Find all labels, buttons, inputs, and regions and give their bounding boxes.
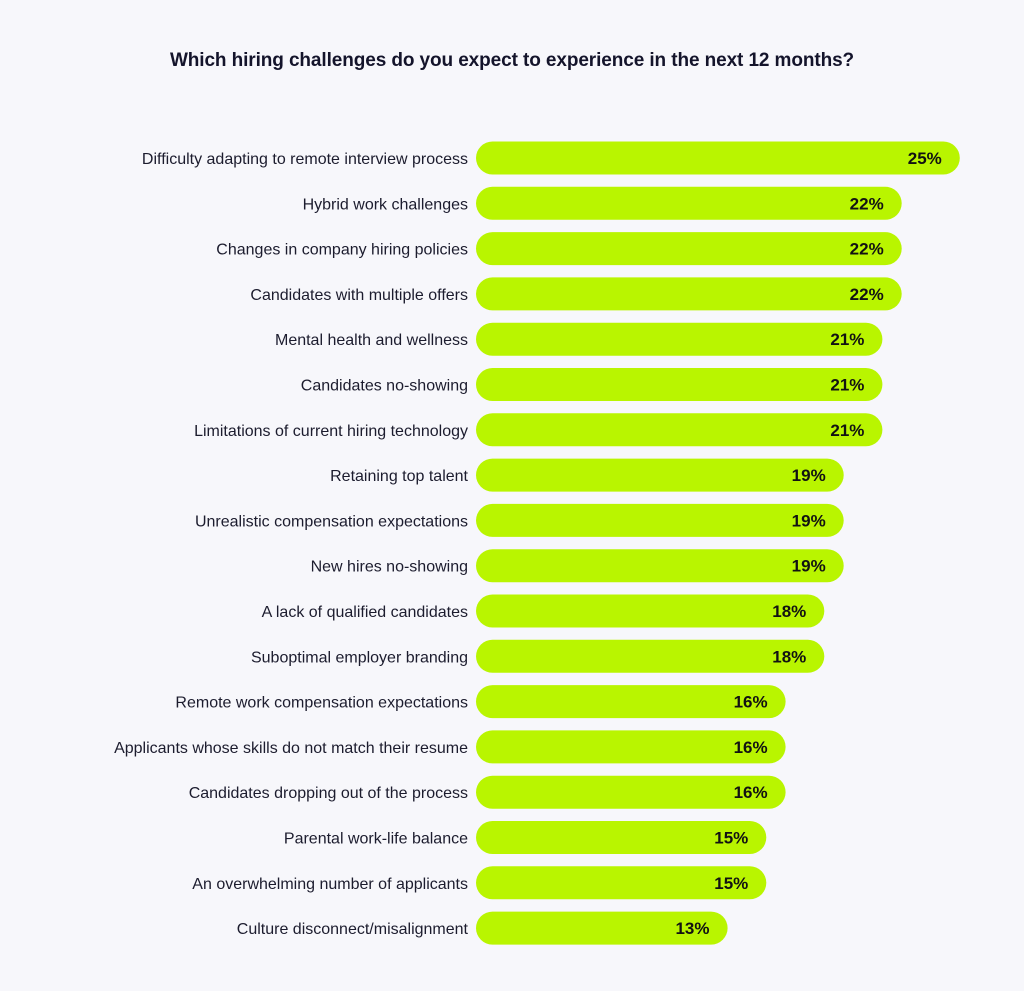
bar bbox=[476, 458, 844, 492]
category-label: Candidates dropping out of the process bbox=[189, 785, 468, 802]
value-label: 22% bbox=[850, 194, 884, 213]
bar bbox=[476, 775, 786, 809]
category-label: Parental work-life balance bbox=[284, 831, 468, 848]
category-label: A lack of qualified candidates bbox=[262, 604, 468, 621]
value-label: 22% bbox=[850, 285, 884, 304]
category-label: Unrealistic compensation expectations bbox=[195, 513, 468, 530]
value-label: 21% bbox=[830, 421, 864, 440]
bar bbox=[476, 322, 883, 356]
category-label: Limitations of current hiring technology bbox=[194, 423, 468, 440]
value-label: 19% bbox=[792, 511, 826, 530]
bar bbox=[476, 730, 786, 764]
value-label: 16% bbox=[734, 693, 768, 712]
category-label: New hires no-showing bbox=[311, 559, 468, 576]
category-label: An overwhelming number of applicants bbox=[192, 876, 468, 893]
value-label: 13% bbox=[675, 919, 709, 938]
category-label: Remote work compensation expectations bbox=[175, 695, 468, 712]
value-label: 16% bbox=[734, 738, 768, 757]
value-label: 21% bbox=[830, 330, 864, 349]
bar bbox=[476, 232, 902, 266]
bar bbox=[476, 911, 728, 945]
value-label: 22% bbox=[850, 240, 884, 259]
bar bbox=[476, 413, 883, 447]
value-label: 18% bbox=[772, 602, 806, 621]
category-label: Candidates no-showing bbox=[301, 378, 468, 395]
category-label: Hybrid work challenges bbox=[303, 196, 468, 213]
bar bbox=[476, 685, 786, 719]
value-label: 15% bbox=[714, 874, 748, 893]
bar bbox=[476, 368, 883, 401]
value-label: 16% bbox=[734, 783, 768, 802]
value-label: 21% bbox=[830, 376, 864, 395]
category-label: Changes in company hiring policies bbox=[216, 242, 468, 259]
bar bbox=[476, 549, 844, 583]
category-label: Difficulty adapting to remote interview … bbox=[142, 151, 468, 168]
chart-title: Which hiring challenges do you expect to… bbox=[169, 50, 855, 71]
bar bbox=[476, 639, 825, 673]
value-label: 15% bbox=[714, 829, 748, 848]
bars-layer: Difficulty adapting to remote interview … bbox=[114, 141, 960, 945]
category-label: Culture disconnect/misalignment bbox=[237, 921, 469, 938]
value-label: 19% bbox=[792, 557, 826, 576]
value-label: 19% bbox=[792, 466, 826, 485]
bar bbox=[476, 821, 767, 854]
category-label: Retaining top talent bbox=[330, 468, 468, 485]
category-label: Mental health and wellness bbox=[275, 332, 468, 349]
category-label: Candidates with multiple offers bbox=[250, 287, 468, 304]
bar bbox=[476, 277, 902, 311]
bar bbox=[476, 594, 825, 628]
value-label: 18% bbox=[772, 647, 806, 666]
category-label: Suboptimal employer branding bbox=[251, 649, 468, 666]
bar bbox=[476, 866, 767, 900]
bar bbox=[476, 186, 902, 220]
category-label: Applicants whose skills do not match the… bbox=[114, 740, 468, 757]
bar bbox=[476, 141, 960, 175]
value-label: 25% bbox=[908, 149, 942, 168]
bar bbox=[476, 503, 844, 537]
